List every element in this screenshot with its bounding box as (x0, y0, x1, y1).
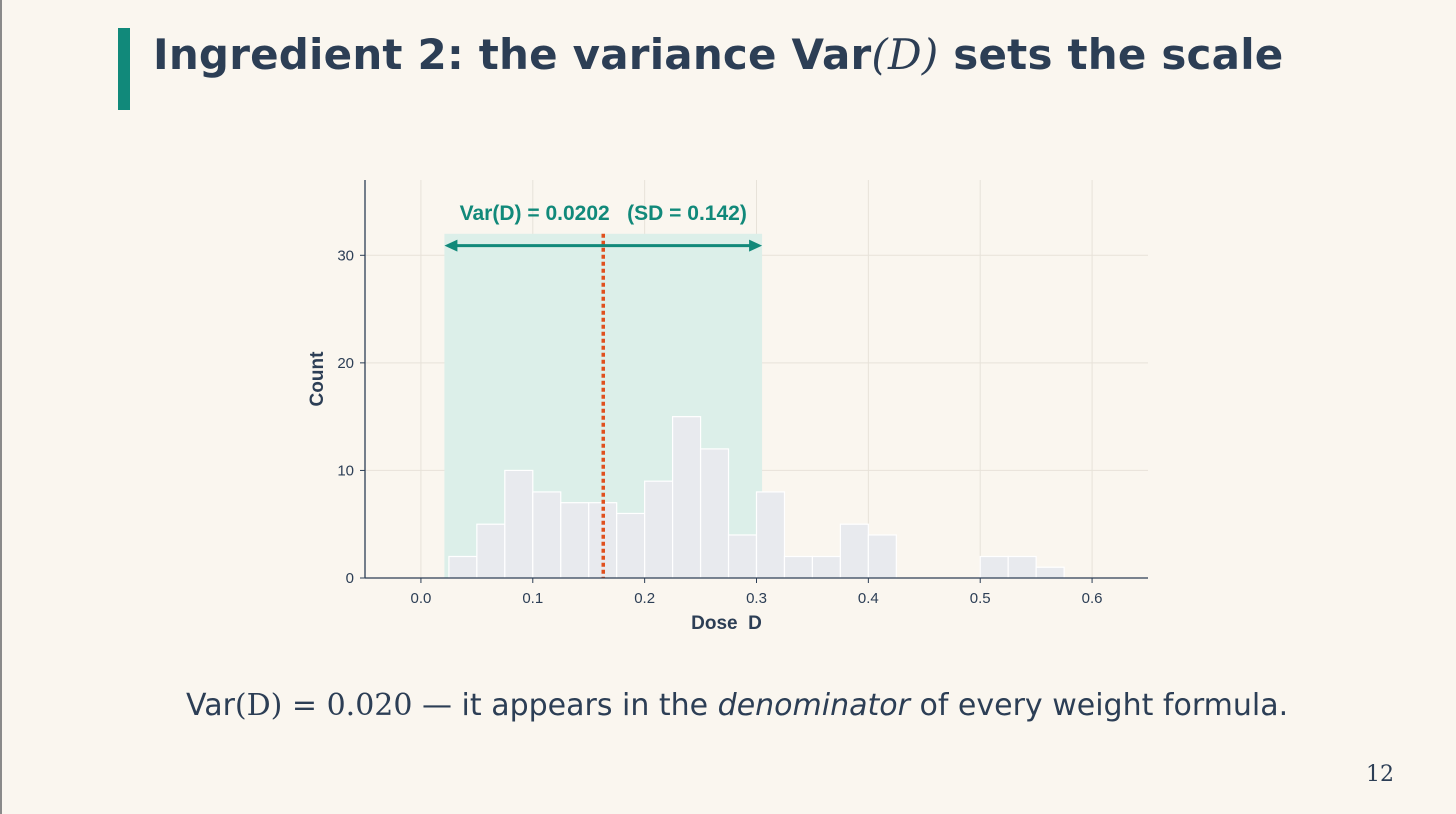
histogram-bar (616, 512, 646, 579)
histogram-bar (699, 448, 730, 579)
x-tick-label: 0.1 (522, 590, 543, 607)
page-number: 12 (1366, 762, 1394, 787)
x-tick-label: 0.3 (746, 590, 767, 607)
histogram-bar (755, 491, 786, 579)
x-tick-label: 0.0 (410, 590, 431, 607)
caption-mid: — it appears in the (412, 688, 718, 723)
title-var: Var (791, 30, 872, 79)
x-tick-label: 0.4 (858, 590, 879, 607)
caption-math: (D) = 0.020 (234, 688, 413, 723)
histogram-bar (532, 491, 562, 579)
title-math: (D) (871, 30, 939, 79)
x-tick-label: 0.5 (970, 590, 991, 607)
caption-var: Var (186, 688, 235, 723)
title-suffix: sets the scale (938, 30, 1284, 79)
annotation-layer: Var(D) = 0.0202 (SD = 0.142) (444, 202, 763, 252)
slide-title: Ingredient 2: the variance Var(D) sets t… (153, 30, 1283, 79)
histogram-bar (839, 523, 869, 579)
histogram-bar (1035, 566, 1065, 579)
x-axis-label: Dose D (691, 613, 762, 634)
sd-band-annotation: Var(D) = 0.0202 (SD = 0.142) (460, 202, 747, 225)
y-tick-label: 0 (346, 570, 354, 587)
y-tick-label: 20 (337, 355, 354, 372)
sd-arrow-head-left (444, 239, 458, 252)
histogram-bar (783, 555, 814, 579)
sd-arrow-head-right (749, 239, 763, 252)
left-edge-rule (0, 0, 2, 814)
histogram-bar (1007, 555, 1037, 579)
slide-caption: Var(D) = 0.020 — it appears in the denom… (186, 688, 1288, 723)
x-tick-label: 0.2 (634, 590, 655, 607)
histogram-bar (448, 555, 478, 579)
y-tick-label: 30 (337, 247, 354, 264)
histogram-bar (644, 480, 674, 579)
caption-end: of every weight formula. (909, 688, 1289, 723)
caption-emphasis: denominator (717, 688, 910, 723)
y-axis-label: Count (307, 351, 328, 407)
y-tick-label: 10 (337, 462, 354, 479)
x-tick-label: 0.6 (1082, 590, 1103, 607)
title-accent-bar (118, 28, 130, 110)
histogram-bar (476, 523, 506, 579)
histogram-bar (672, 416, 702, 579)
histogram-bar (867, 534, 897, 579)
ticks-layer: 0.0 0.1 0.2 0.3 0.4 0.5 0.6 0 10 20 30 (337, 247, 1102, 607)
histogram-bar (560, 502, 590, 579)
histogram-bar (727, 534, 758, 579)
title-prefix: Ingredient 2: the variance (153, 30, 792, 79)
histogram-bar (504, 469, 534, 579)
histogram-bar (811, 555, 841, 579)
histogram-bar (979, 555, 1009, 579)
